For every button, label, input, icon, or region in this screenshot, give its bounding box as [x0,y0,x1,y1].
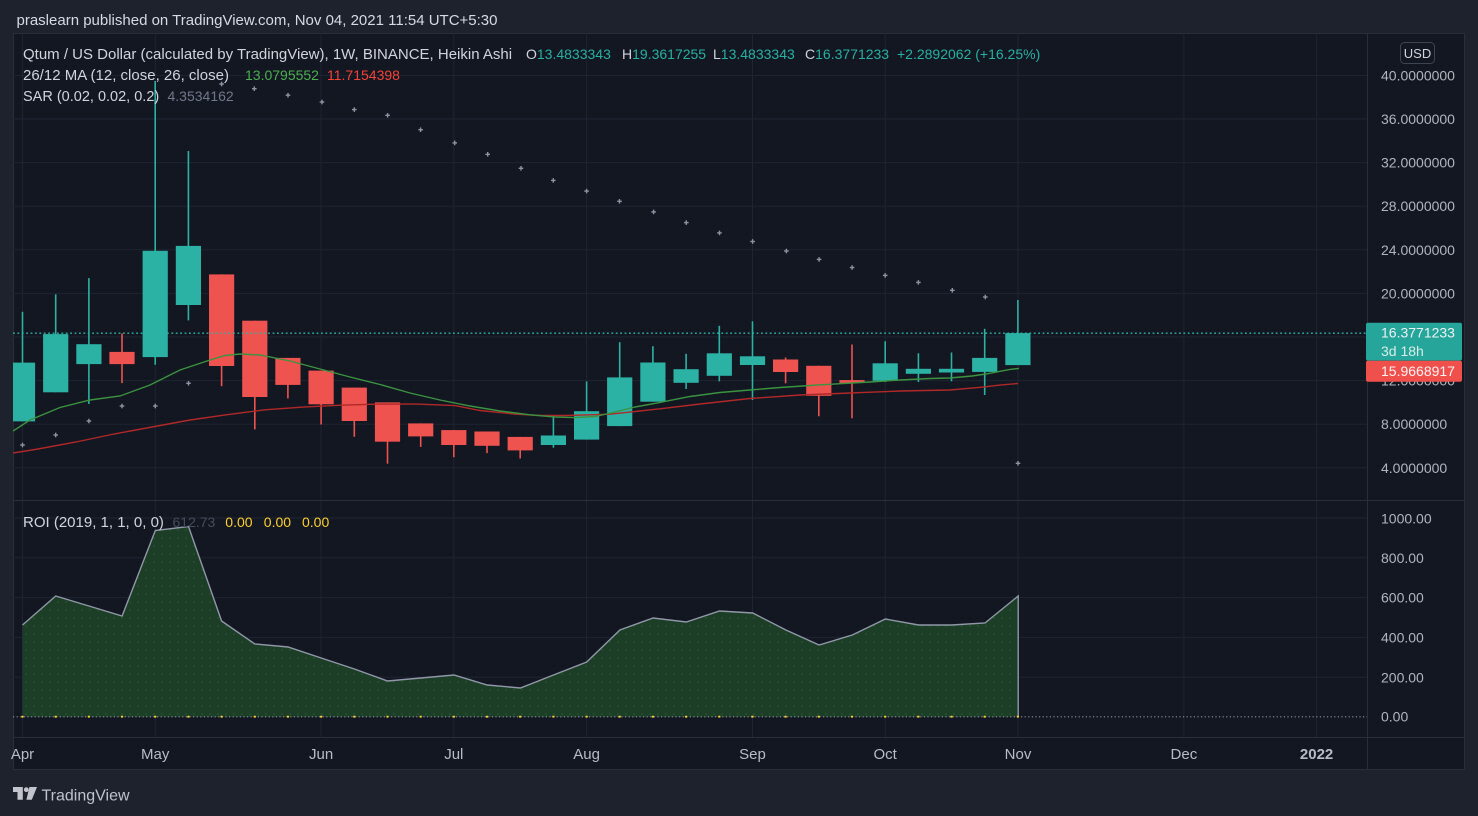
svg-text:Aug: Aug [573,746,600,763]
svg-text:Nov: Nov [1005,746,1032,763]
svg-text:Qtum / US Dollar (calculated b: Qtum / US Dollar (calculated by TradingV… [23,46,1040,63]
svg-text:32.0000000: 32.0000000 [1381,155,1455,171]
svg-text:3d 18h: 3d 18h [1381,343,1424,359]
svg-text:Jul: Jul [444,746,463,763]
svg-text:ROI (2019, 1, 1, 0, 0)612.730.: ROI (2019, 1, 1, 0, 0) 612.73 0.00 0.00 0.00 [23,514,329,531]
svg-text:8.0000000: 8.0000000 [1381,416,1447,432]
svg-text:26/12 MA (12, close, 26, close: 26/12 MA (12, close, 26, close) 13.079555… [23,67,400,84]
svg-text:40.0000000: 40.0000000 [1381,67,1455,83]
svg-text:400.00: 400.00 [1381,630,1424,646]
svg-text:Dec: Dec [1171,746,1198,763]
svg-text:Oct: Oct [874,746,898,763]
svg-text:20.0000000: 20.0000000 [1381,285,1455,301]
svg-text:TradingView: TradingView [42,788,130,805]
svg-text:Sep: Sep [739,746,766,763]
svg-text:600.00: 600.00 [1381,590,1424,606]
svg-text:28.0000000: 28.0000000 [1381,198,1455,214]
svg-text:0.00: 0.00 [1381,708,1408,724]
svg-text:Jun: Jun [309,746,333,763]
svg-text:Apr: Apr [11,746,34,763]
svg-text:200.00: 200.00 [1381,669,1424,685]
svg-text:4.0000000: 4.0000000 [1381,460,1447,476]
svg-text:800.00: 800.00 [1381,550,1424,566]
svg-text:16.3771233: 16.3771233 [1381,324,1455,340]
svg-text:2022: 2022 [1300,746,1333,763]
svg-text:36.0000000: 36.0000000 [1381,111,1455,127]
svg-text:SAR (0.02, 0.02, 0.2)4.3534162: SAR (0.02, 0.02, 0.2) 4.3534162 [23,88,234,105]
svg-text:praslearn published on Trading: praslearn published on TradingView.com, … [17,12,498,29]
svg-text:USD: USD [1404,46,1431,61]
svg-text:24.0000000: 24.0000000 [1381,242,1455,258]
svg-text:1000.00: 1000.00 [1381,510,1432,526]
svg-text:May: May [141,746,170,763]
svg-text:15.9668917: 15.9668917 [1381,363,1455,379]
